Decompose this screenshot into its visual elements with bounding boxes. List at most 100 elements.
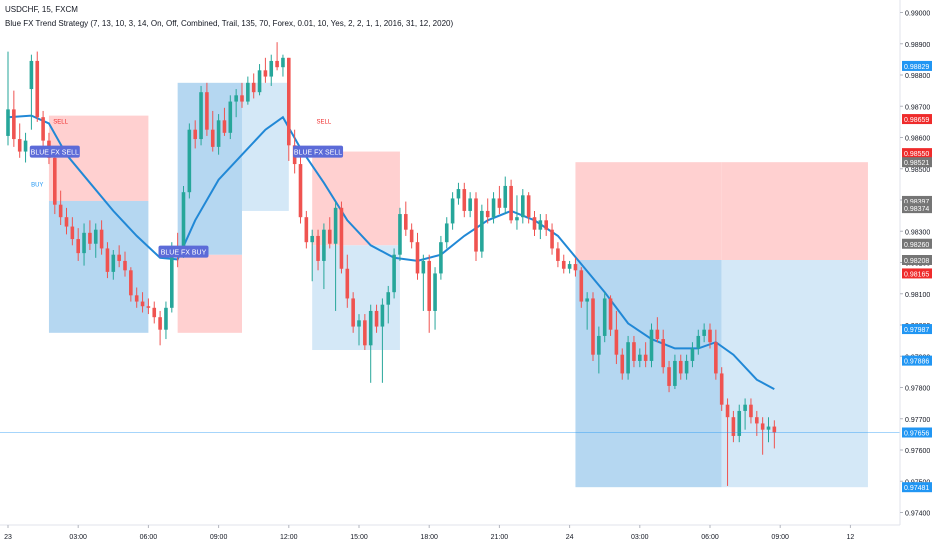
candle-body bbox=[216, 120, 221, 147]
y-tick-label: 0.97800 bbox=[905, 386, 930, 393]
candle-body bbox=[333, 207, 338, 244]
candle-body bbox=[35, 60, 40, 118]
price-badge bbox=[902, 114, 932, 125]
candle-body bbox=[275, 60, 279, 68]
candle-body bbox=[462, 189, 467, 211]
candle-body bbox=[678, 360, 683, 374]
x-tick-label: 15:00 bbox=[350, 534, 368, 541]
position-box-profit bbox=[177, 82, 242, 255]
price-badge bbox=[902, 195, 932, 206]
candle-body bbox=[210, 129, 215, 147]
candle-body bbox=[444, 223, 449, 243]
candle-body bbox=[760, 423, 765, 430]
candle-body bbox=[123, 260, 127, 271]
y-tick-label: 0.98300 bbox=[905, 229, 930, 236]
candle-body bbox=[643, 354, 648, 361]
candle-body bbox=[544, 220, 548, 230]
candle-body bbox=[655, 329, 660, 340]
candle-body bbox=[58, 204, 63, 218]
price-badge-label: 0.98165 bbox=[904, 271, 929, 278]
candle-body bbox=[766, 426, 771, 430]
candle-body bbox=[579, 270, 584, 302]
candle-body bbox=[421, 260, 426, 274]
candle-body bbox=[287, 57, 291, 146]
y-tick-label: 0.97600 bbox=[905, 448, 930, 455]
signal-label-text: BLUE FX BUY bbox=[161, 250, 207, 257]
candle-body bbox=[404, 214, 408, 230]
candle-body bbox=[468, 198, 472, 211]
candle-body bbox=[608, 298, 613, 330]
candle-body bbox=[526, 195, 531, 218]
candle-body bbox=[199, 92, 203, 140]
candle-body bbox=[450, 198, 455, 224]
signal-mark-sell: SELL bbox=[317, 120, 332, 126]
position-box-profit-light bbox=[721, 260, 868, 488]
price-badge-label: 0.97886 bbox=[904, 359, 929, 366]
candle-body bbox=[708, 329, 712, 343]
candle-body bbox=[573, 264, 578, 271]
candle-body bbox=[386, 292, 391, 305]
price-badge bbox=[902, 268, 932, 279]
signal-label-box bbox=[158, 245, 209, 258]
signal-mark-buy: BUY bbox=[31, 182, 43, 188]
x-tick-label: 21:00 bbox=[491, 534, 509, 541]
candle-body bbox=[480, 210, 484, 252]
candle-body bbox=[246, 82, 250, 102]
signal-mark-sell: SELL bbox=[53, 120, 68, 126]
price-badge bbox=[902, 148, 932, 159]
x-tick-label: 18:00 bbox=[420, 534, 438, 541]
candle-body bbox=[561, 260, 566, 269]
position-box-profit bbox=[575, 260, 722, 488]
candle-body bbox=[591, 298, 595, 355]
x-tick-label: 06:00 bbox=[701, 534, 719, 541]
candle-body bbox=[638, 354, 642, 361]
candle-body bbox=[368, 310, 373, 346]
candle-body bbox=[725, 404, 730, 418]
candle-body bbox=[257, 70, 262, 93]
price-badge-label: 0.98260 bbox=[904, 242, 929, 249]
price-badge bbox=[902, 427, 932, 438]
candle-body bbox=[485, 210, 490, 218]
price-badge-label: 0.98829 bbox=[904, 64, 929, 71]
price-badge bbox=[902, 482, 932, 493]
candle-body bbox=[170, 246, 174, 308]
candle-body bbox=[111, 254, 116, 272]
candle-body bbox=[474, 198, 478, 252]
price-badge-label: 0.98397 bbox=[904, 199, 929, 206]
candle-body bbox=[263, 70, 268, 77]
candle-body bbox=[99, 229, 104, 249]
candle-body bbox=[661, 339, 665, 368]
candle-body bbox=[281, 57, 285, 68]
candle-body bbox=[41, 117, 45, 141]
candle-body bbox=[749, 404, 753, 418]
candle-body bbox=[696, 335, 701, 349]
candle-body bbox=[737, 410, 742, 436]
y-tick-label: 0.97400 bbox=[905, 511, 930, 518]
candle-body bbox=[602, 298, 607, 336]
position-box-loss bbox=[721, 162, 868, 260]
candle-body bbox=[491, 198, 496, 218]
candle-body bbox=[269, 60, 274, 77]
candle-body bbox=[567, 264, 572, 269]
candle-body bbox=[433, 273, 437, 311]
price-badge-label: 0.98208 bbox=[904, 258, 929, 265]
candle-body bbox=[222, 120, 227, 133]
price-badge-label: 0.97481 bbox=[904, 485, 929, 492]
candle-body bbox=[339, 207, 344, 269]
price-badge bbox=[902, 255, 932, 265]
candle-body bbox=[521, 195, 525, 218]
candle-body bbox=[515, 217, 519, 221]
signal-label-text: BLUE FX SELL bbox=[31, 150, 79, 157]
candle-body bbox=[690, 348, 695, 361]
signal-label-box bbox=[29, 145, 80, 158]
candle-body bbox=[17, 139, 22, 152]
candle-body bbox=[88, 232, 92, 244]
position-box-loss bbox=[48, 115, 149, 201]
candle-body bbox=[550, 229, 554, 249]
candle-body bbox=[158, 317, 162, 330]
candle-body bbox=[205, 92, 209, 130]
candle-body bbox=[327, 229, 332, 244]
candle-body bbox=[193, 129, 197, 140]
candle-body bbox=[105, 248, 110, 272]
